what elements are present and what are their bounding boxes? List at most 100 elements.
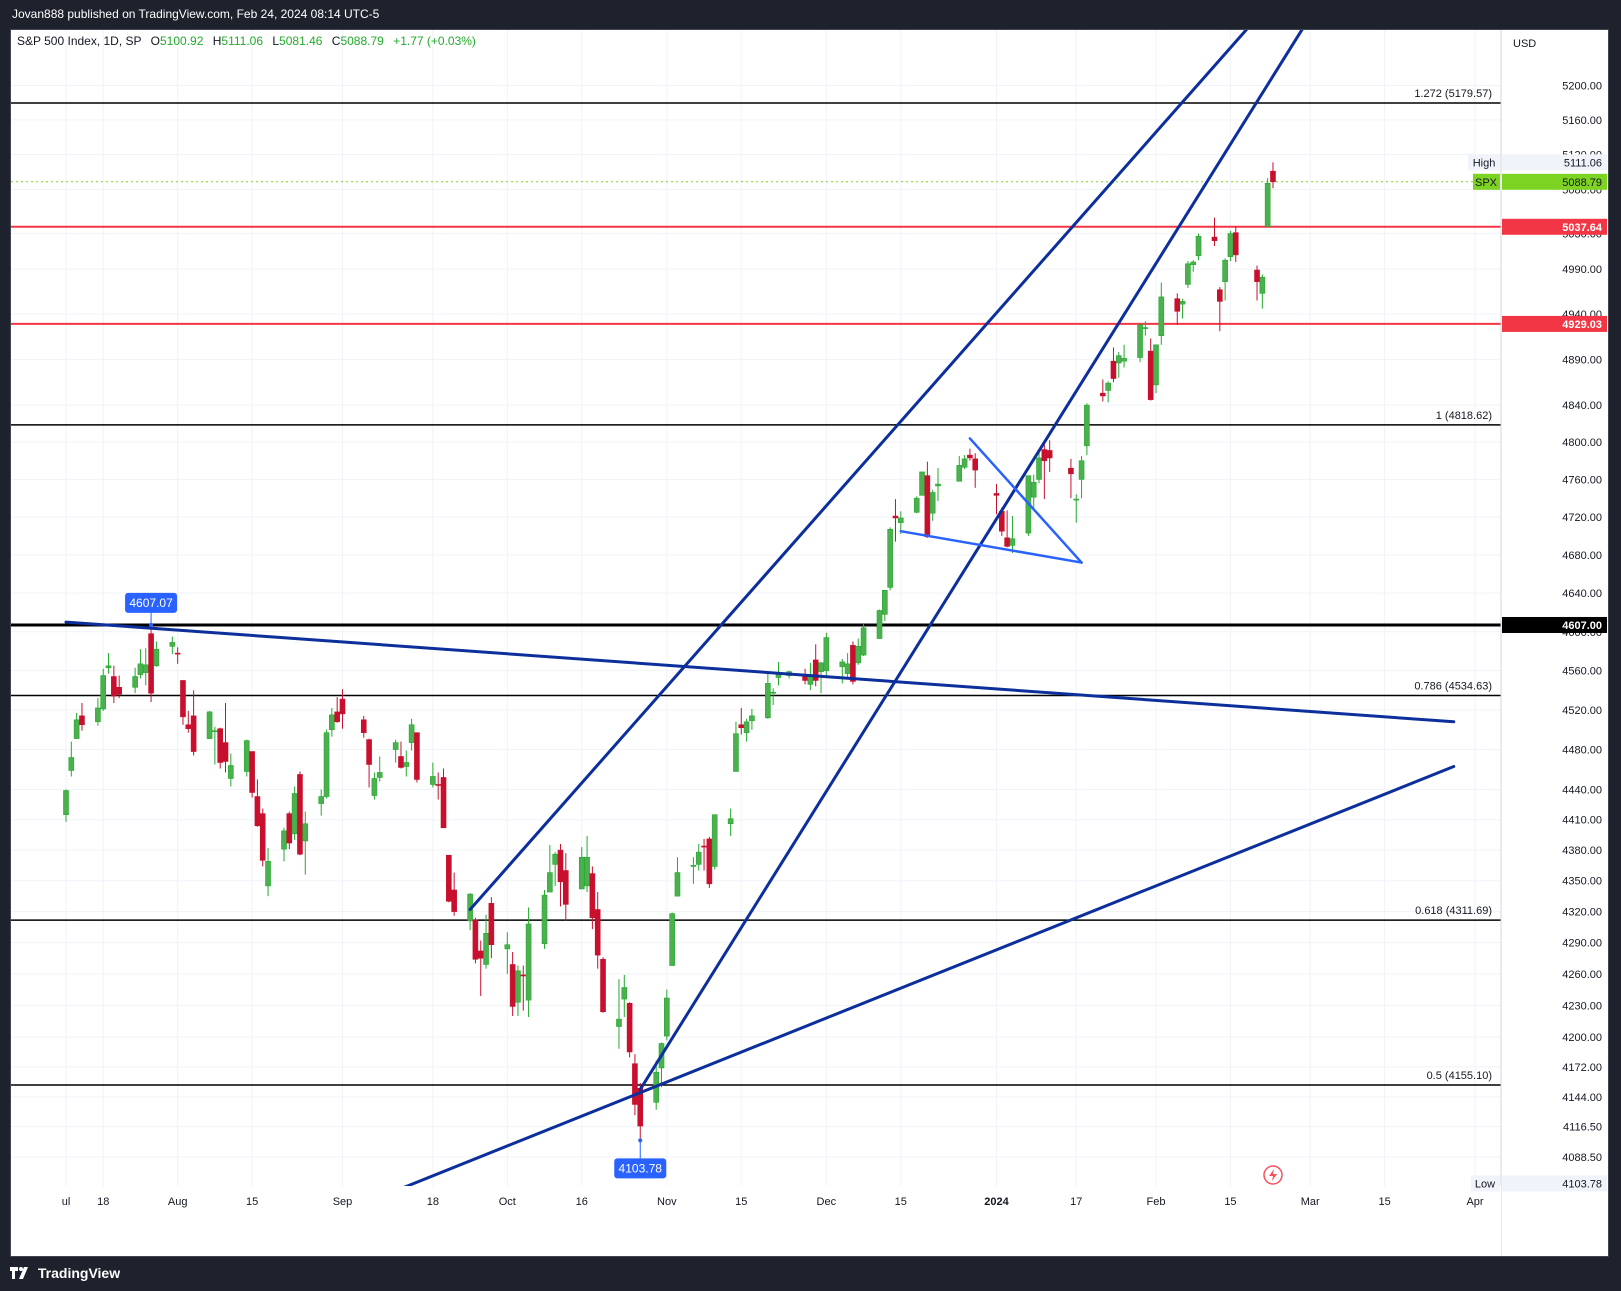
callout-box[interactable] (125, 592, 178, 613)
candle[interactable] (477, 940, 484, 996)
candle[interactable] (366, 738, 372, 788)
candle[interactable] (297, 771, 303, 856)
candle[interactable] (318, 789, 325, 816)
candle[interactable] (509, 951, 516, 1016)
candle[interactable] (1222, 258, 1228, 301)
candle[interactable] (483, 914, 489, 969)
candle[interactable] (371, 772, 378, 800)
candle[interactable] (100, 668, 107, 711)
candle[interactable] (711, 814, 718, 870)
candle[interactable] (658, 1042, 665, 1088)
candle[interactable] (1121, 344, 1127, 368)
candle[interactable] (557, 844, 564, 907)
candle[interactable] (1185, 261, 1191, 288)
candle[interactable] (1259, 274, 1266, 309)
candle[interactable] (547, 845, 553, 893)
candle[interactable] (765, 673, 771, 719)
candle[interactable] (913, 496, 920, 514)
candle[interactable] (1232, 226, 1239, 263)
candle[interactable] (594, 892, 601, 969)
candle[interactable] (520, 965, 527, 1011)
candle[interactable] (1211, 217, 1218, 246)
candle[interactable] (515, 965, 521, 1016)
candle[interactable] (281, 827, 287, 862)
candle[interactable] (1030, 474, 1037, 508)
candle[interactable] (1137, 323, 1143, 363)
candle[interactable] (137, 649, 144, 679)
ascending-support-line[interactable] (367, 764, 1456, 1203)
candle[interactable] (961, 455, 968, 470)
candle[interactable] (664, 989, 670, 1041)
candle[interactable] (972, 453, 979, 488)
candle[interactable] (839, 658, 846, 684)
time-axis[interactable]: ul 18 Aug 15 Sep 18 Oct 16 Nov 15 Dec 15 2024 17 Feb 15… (11, 1186, 1501, 1256)
candle[interactable] (1068, 458, 1074, 499)
candle[interactable] (95, 698, 101, 726)
candle[interactable] (1046, 440, 1053, 472)
candle[interactable] (132, 667, 138, 694)
candle[interactable] (812, 644, 819, 687)
descending-trendline[interactable] (64, 620, 1456, 724)
candle[interactable] (1254, 265, 1260, 301)
candle[interactable] (929, 489, 936, 521)
candle[interactable] (488, 897, 495, 959)
candle[interactable] (674, 857, 681, 897)
chart-panel[interactable]: 1.272 (5179.57) 1 (4818.62) 0.786 (4534.63… (10, 29, 1609, 1257)
candle[interactable] (993, 484, 1000, 515)
candle[interactable] (541, 889, 548, 949)
candle[interactable] (563, 853, 569, 921)
candle[interactable] (180, 680, 186, 725)
candle[interactable] (111, 665, 117, 704)
candle[interactable] (632, 1054, 638, 1116)
candle[interactable] (1073, 494, 1080, 523)
candle[interactable] (392, 739, 399, 763)
candle[interactable] (329, 707, 335, 737)
candle[interactable] (174, 647, 181, 664)
candle[interactable] (1195, 233, 1202, 261)
candle[interactable] (584, 835, 590, 893)
candle[interactable] (695, 844, 702, 871)
candle[interactable] (153, 641, 160, 667)
candle[interactable] (924, 461, 931, 538)
candle[interactable] (79, 703, 85, 731)
candle[interactable] (1270, 162, 1276, 189)
candle[interactable] (504, 932, 511, 974)
candle[interactable] (743, 718, 750, 742)
candle[interactable] (398, 741, 404, 769)
candle[interactable] (589, 866, 596, 930)
channel-upper-line[interactable] (468, 30, 1294, 912)
candle[interactable] (1142, 321, 1149, 336)
candle[interactable] (169, 636, 176, 655)
candle[interactable] (1004, 510, 1010, 548)
candle[interactable] (1041, 443, 1048, 500)
candle[interactable] (451, 872, 457, 916)
candle[interactable] (339, 689, 346, 729)
candle[interactable] (190, 690, 197, 756)
price-axis[interactable]: USD5200.005160.005120.005080.005030.0049… (1500, 30, 1608, 1256)
candle[interactable] (770, 688, 776, 706)
candle[interactable] (669, 912, 675, 966)
candle[interactable] (376, 756, 383, 782)
candle[interactable] (1174, 293, 1181, 325)
candle[interactable] (1009, 516, 1016, 554)
candle[interactable] (1264, 178, 1271, 227)
candle[interactable] (259, 808, 266, 867)
candle[interactable] (222, 703, 229, 773)
currency-label[interactable]: USD (1513, 38, 1536, 50)
price-chart[interactable]: 1.272 (5179.57) 1 (4818.62) 0.786 (4534.63… (11, 30, 1608, 1256)
triangle-upper-line[interactable] (968, 437, 1083, 564)
candle[interactable] (408, 718, 415, 751)
candle[interactable] (690, 857, 697, 884)
candle[interactable] (727, 808, 734, 836)
candle[interactable] (525, 907, 532, 1017)
candle[interactable] (1110, 347, 1117, 383)
candle[interactable] (701, 838, 707, 871)
candle[interactable] (1190, 260, 1197, 272)
candle[interactable] (578, 847, 585, 890)
candle[interactable] (887, 527, 893, 591)
candle[interactable] (206, 710, 213, 739)
candle[interactable] (882, 589, 888, 622)
candle[interactable] (706, 836, 713, 888)
candle[interactable] (334, 697, 340, 723)
candle[interactable] (626, 1002, 633, 1058)
